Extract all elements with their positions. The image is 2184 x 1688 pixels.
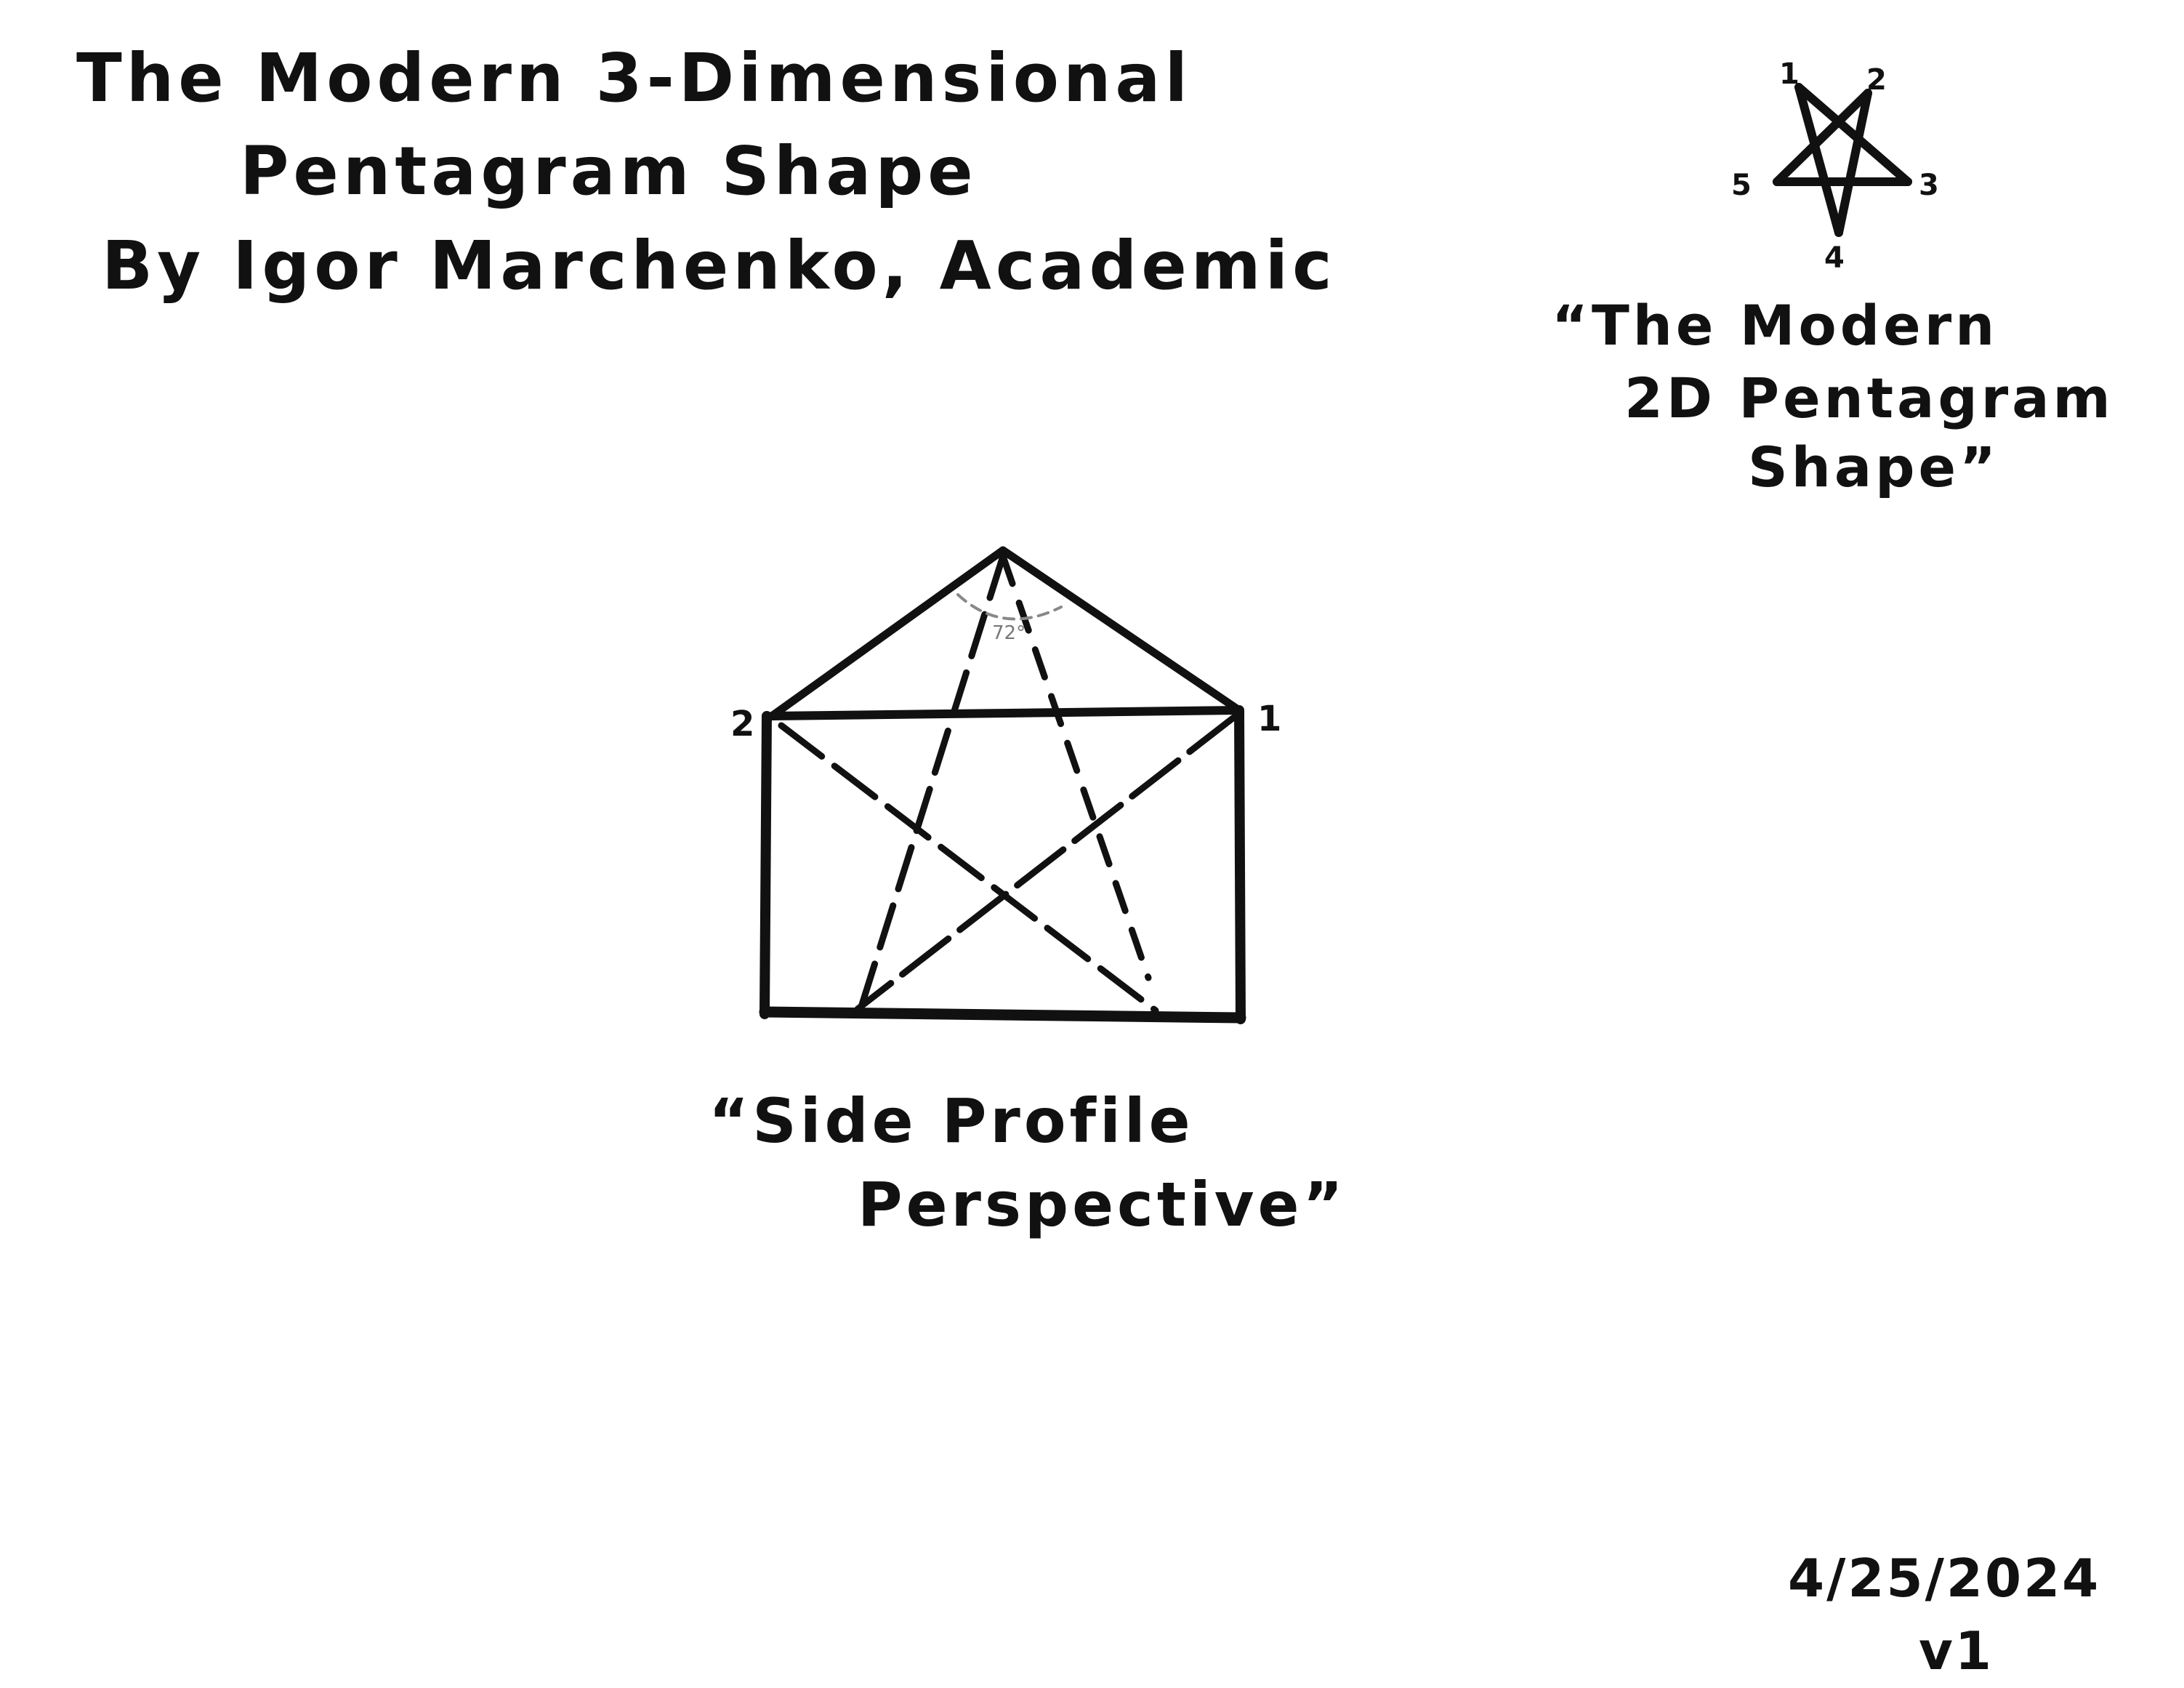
pentagram-2d-caption-line-2: 2D Pentagram <box>1624 371 2114 426</box>
side-profile-corner-label-1: 1 <box>1257 702 1281 736</box>
apex-angle-arc <box>958 595 1061 619</box>
star-stroke-apex-to-lower-left <box>861 556 1003 1007</box>
star-diagonal-upper-left-to-lower-right <box>781 726 1156 1010</box>
side-profile-corner-label-2: 2 <box>730 707 754 741</box>
star-stroke-apex-to-lower-right <box>1003 556 1148 978</box>
side-profile-angle-label: 72° <box>992 624 1025 643</box>
box-right-edge <box>1239 710 1241 1019</box>
pentagram-2d-vertex-label-5: 5 <box>1731 171 1752 200</box>
pentagram-2d-vertex-label-1: 1 <box>1779 60 1800 89</box>
pentagram-2d-caption-line-1: “The Modern <box>1552 298 1998 353</box>
title-line-1: The Modern 3-Dimensional <box>76 45 1192 112</box>
side-profile-caption-line-1: “Side Profile <box>709 1090 1194 1152</box>
pentagram-2d-star <box>1777 87 1908 233</box>
pentagram-2d-vertex-label-2: 2 <box>1866 65 1887 95</box>
roof-right-edge <box>1003 550 1239 710</box>
pentagram-2d-stroke-2 <box>1839 93 1868 233</box>
box-bottom-edge <box>765 1012 1241 1018</box>
pentagram-2d-stroke-1 <box>1799 87 1839 233</box>
pentagram-2d-stroke-5 <box>1799 87 1908 182</box>
roof-left-edge <box>772 550 1003 716</box>
pentagram-2d-vertex-label-3: 3 <box>1919 171 1939 200</box>
roof-base-edge <box>772 710 1239 716</box>
drawing-version: v1 <box>1919 1625 1994 1677</box>
star-diagonal-upper-right-to-lower-left <box>858 716 1236 1009</box>
pentagram-2d-caption-line-3: Shape” <box>1748 440 1999 495</box>
title-line-3: By Igor Marchenko, Academic <box>102 233 1337 300</box>
drawing-date: 4/25/2024 <box>1788 1552 2100 1604</box>
box-left-edge <box>765 716 767 1014</box>
side-profile-caption-line-2: Perspective” <box>858 1174 1347 1235</box>
title-line-2: Pentagram Shape <box>240 138 978 205</box>
side-profile-figure <box>765 550 1241 1019</box>
pentagram-2d-stroke-3 <box>1777 93 1868 182</box>
pentagram-2d-vertex-label-4: 4 <box>1824 244 1845 273</box>
